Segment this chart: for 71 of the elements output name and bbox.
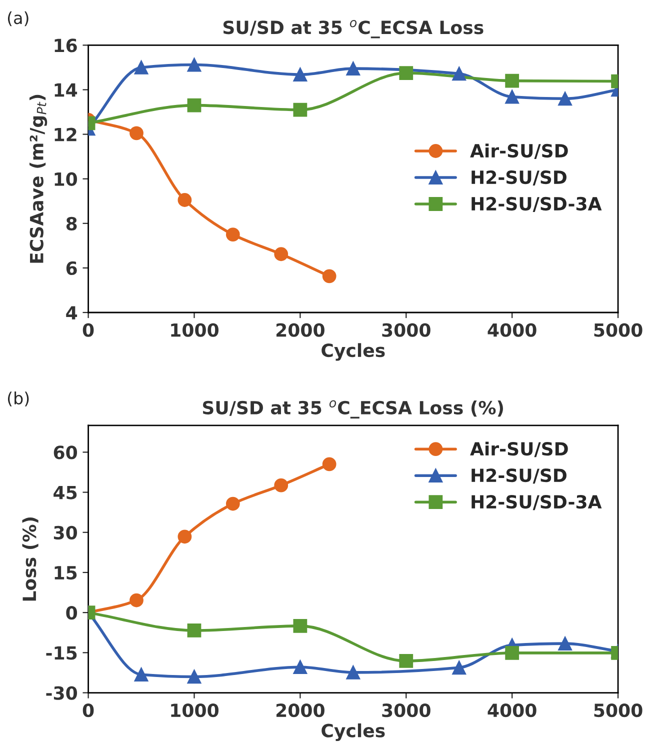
chart-title: SU/SD at 35 $^{o}$C_ECSA Loss (%) xyxy=(202,400,503,418)
x-tick-label: 4000 xyxy=(488,703,536,718)
y-tick-label: 0 xyxy=(66,606,78,620)
point xyxy=(134,60,148,74)
point xyxy=(346,62,360,76)
point xyxy=(505,90,520,104)
y-axis-title: ECSAave (m²/g$_{Pt}$) xyxy=(30,94,48,263)
legend-label: H2-SU/SD-3A xyxy=(472,495,602,510)
point xyxy=(452,66,466,81)
point xyxy=(293,102,308,117)
y-axis-title: Loss (%) xyxy=(22,518,38,601)
x-axis-title: Cycles xyxy=(322,723,385,742)
point xyxy=(293,68,308,82)
y-tick-label: 10 xyxy=(54,172,78,186)
y-tick-label: 30 xyxy=(54,526,78,540)
y-tick-label: -30 xyxy=(46,686,78,700)
y-tick-label: 14 xyxy=(54,83,78,97)
y-tick-label: 60 xyxy=(54,446,78,460)
legend-label: H2-SU/SD-3A xyxy=(472,196,602,212)
x-tick-label: 2000 xyxy=(276,323,324,337)
point xyxy=(558,636,572,651)
y-tick-label: 16 xyxy=(54,38,77,52)
point xyxy=(187,58,202,72)
y-tick-label: 4 xyxy=(66,306,78,320)
point xyxy=(274,478,288,492)
legend-label: Air-SU/SD xyxy=(470,442,568,458)
y-tick-label: 12 xyxy=(54,128,76,142)
point xyxy=(226,228,240,242)
point xyxy=(134,668,148,682)
x-tick-label: 1000 xyxy=(171,323,218,337)
point xyxy=(558,92,572,106)
text: (a) xyxy=(8,11,28,26)
point xyxy=(187,98,202,112)
point xyxy=(399,654,414,668)
point xyxy=(187,670,202,684)
x-tick-label: 1000 xyxy=(171,703,218,718)
x-tick-label: 0 xyxy=(82,703,94,718)
point xyxy=(399,66,414,80)
legend-label: H2-SU/SD xyxy=(472,170,566,186)
point xyxy=(178,193,192,207)
point xyxy=(322,269,336,284)
text: (b) xyxy=(8,392,29,406)
point xyxy=(130,593,144,608)
point xyxy=(346,666,360,680)
point xyxy=(293,618,308,633)
point xyxy=(187,624,202,638)
y-tick-label: 45 xyxy=(54,486,77,500)
y-tick-label: 6 xyxy=(66,261,77,276)
point xyxy=(226,496,240,511)
y-tick-label: 8 xyxy=(66,216,77,231)
legend-label: H2-SU/SD xyxy=(472,468,566,484)
x-tick-label: 0 xyxy=(82,323,94,337)
y-tick-label: -15 xyxy=(46,646,77,660)
x-tick-label: 3000 xyxy=(382,323,430,337)
point xyxy=(505,74,520,88)
point xyxy=(293,660,308,674)
x-tick-label: 2000 xyxy=(276,703,324,718)
x-tick-label: 4000 xyxy=(488,323,536,337)
x-tick-label: 5000 xyxy=(594,323,642,337)
x-tick-label: 3000 xyxy=(382,703,430,718)
point xyxy=(274,247,288,262)
chart-title: SU/SD at 35 $^{o}$C_ECSA Loss xyxy=(223,20,484,38)
point xyxy=(178,530,192,544)
x-tick-label: 5000 xyxy=(594,703,642,718)
point xyxy=(452,660,466,675)
legend-label: Air-SU/SD xyxy=(470,144,568,159)
point xyxy=(130,126,144,140)
point xyxy=(505,646,520,660)
point xyxy=(322,457,336,472)
y-tick-label: 15 xyxy=(54,566,77,580)
x-axis-title: Cycles xyxy=(322,343,385,361)
